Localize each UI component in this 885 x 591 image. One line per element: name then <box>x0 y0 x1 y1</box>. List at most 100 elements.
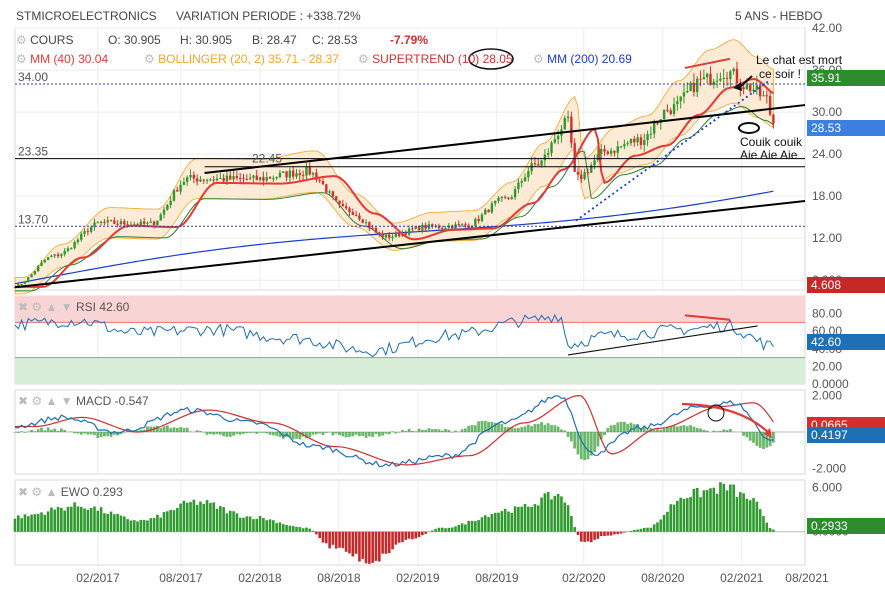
macd-histogram-bar <box>675 426 679 432</box>
macd-histogram-bar <box>487 421 490 432</box>
up-arrow-icon[interactable]: ▲ <box>45 485 58 499</box>
macd-histogram-bar <box>374 432 378 435</box>
candle-body <box>603 148 606 152</box>
macd-histogram-bar <box>480 420 484 432</box>
rsi-label: RSI 42.60 <box>75 300 130 314</box>
candle-body <box>450 225 454 229</box>
macd-histogram-bar <box>719 431 722 432</box>
candle-body <box>56 254 60 257</box>
candle-body <box>666 110 669 112</box>
candle-body <box>417 226 421 231</box>
macd-histogram-bar <box>268 432 272 435</box>
ewo-histogram-bar <box>36 513 40 532</box>
ewo-histogram-bar <box>464 524 467 532</box>
eye-icon[interactable]: ⚙ <box>16 33 27 47</box>
up-arrow-icon[interactable]: ▲ <box>45 300 58 314</box>
legend-macd[interactable]: ✖ ⚙ ▲ ▼ MACD -0.547 <box>18 394 149 408</box>
ewo-histogram-bar <box>248 516 252 532</box>
macd-histogram-bar <box>23 432 27 433</box>
ewo-histogram-bar <box>752 498 755 532</box>
ewo-histogram-bar <box>334 531 338 549</box>
legend-mm200[interactable]: ⚙ MM (200) 20.69 <box>533 52 632 66</box>
candle-body <box>278 172 282 178</box>
gear-icon[interactable]: ⚙ <box>31 394 43 408</box>
gear-icon[interactable]: ⚙ <box>16 52 27 66</box>
down-arrow-icon[interactable]: ▼ <box>60 300 73 314</box>
legend-mm40[interactable]: ⚙ MM (40) 30.04 <box>16 52 108 66</box>
gear-icon[interactable]: ⚙ <box>144 52 155 66</box>
macd-histogram-bar <box>76 432 80 434</box>
macd-histogram-bar <box>715 431 719 432</box>
macd-histogram-bar <box>205 432 209 435</box>
candle-body <box>30 274 33 278</box>
legend-supertrend[interactable]: ⚙ SUPERTREND (10) 28.05 <box>358 52 513 66</box>
macd-histogram-bar <box>530 426 534 432</box>
close-icon[interactable]: ✖ <box>18 485 29 499</box>
ewo-histogram-bar <box>666 511 669 532</box>
ewo-histogram-bar <box>480 517 484 532</box>
candle-body <box>669 110 672 115</box>
candle-body <box>652 122 656 134</box>
candle-body <box>239 178 242 180</box>
period-selector[interactable]: 5 ANS - HEBDO <box>735 9 823 23</box>
candle-body <box>374 228 378 233</box>
candle-body <box>500 196 504 198</box>
gear-icon[interactable]: ⚙ <box>358 52 369 66</box>
candle-body <box>215 178 219 181</box>
macd-histogram-bar <box>550 425 553 432</box>
ewo-histogram-bar <box>278 522 282 532</box>
ewo-histogram-bar <box>414 531 418 539</box>
legend-cours[interactable]: ⚙ COURS <box>16 33 73 47</box>
ewo-histogram-bar <box>321 531 325 543</box>
gear-icon[interactable]: ⚙ <box>31 485 43 499</box>
ewo-histogram-bar <box>669 504 673 532</box>
ewo-histogram-bar <box>646 527 649 532</box>
ewo-histogram-bar <box>768 528 772 532</box>
candle-body <box>520 181 523 183</box>
candle-body <box>484 209 487 215</box>
ewo-histogram-bar <box>503 508 507 532</box>
ewo-histogram-bar <box>136 521 139 532</box>
macd-histogram-bar <box>265 432 269 434</box>
macd-histogram-bar <box>520 427 524 432</box>
legend-ewo[interactable]: ✖ ⚙ ▲ EWO 0.293 <box>18 485 123 499</box>
ewo-histogram-bar <box>560 496 563 532</box>
gear-icon[interactable]: ⚙ <box>533 52 544 66</box>
candle-body <box>699 78 702 80</box>
macd-histogram-bar <box>444 429 447 432</box>
ewo-histogram-bar <box>308 528 312 532</box>
candle-body <box>123 221 126 225</box>
candle-body <box>142 221 146 224</box>
close-icon[interactable]: ✖ <box>18 394 29 408</box>
macd-histogram-bar <box>758 432 762 448</box>
up-arrow-icon[interactable]: ▲ <box>45 394 58 408</box>
macd-histogram-bar <box>139 429 143 432</box>
candle-body <box>609 150 613 154</box>
cours-label: COURS <box>30 33 74 47</box>
candle-body <box>189 174 192 178</box>
macd-histogram-bar <box>43 430 47 432</box>
macd-histogram-bar <box>603 432 606 436</box>
x-tick-label: 08/2018 <box>317 571 361 585</box>
candle-body <box>397 233 401 237</box>
ewo-histogram-bar <box>328 531 331 549</box>
ewo-histogram-bar <box>354 531 358 554</box>
gear-icon[interactable]: ⚙ <box>31 300 43 314</box>
macd-histogram-bar <box>589 432 593 456</box>
macd-histogram-bar <box>404 431 408 432</box>
candle-body <box>388 234 391 238</box>
legend-rsi[interactable]: ✖ ⚙ ▲ ▼ RSI 42.60 <box>18 300 129 314</box>
macd-histogram-bar <box>162 426 166 432</box>
macd-histogram-bar <box>275 432 279 436</box>
close-icon[interactable]: ✖ <box>18 300 29 314</box>
legend-bollinger[interactable]: ⚙ BOLLINGER (20, 2) 35.71 - 28.37 <box>144 52 339 66</box>
macd-histogram-bar <box>298 432 302 440</box>
candle-body <box>321 180 325 185</box>
down-arrow-icon[interactable]: ▼ <box>60 394 73 408</box>
candle-body <box>27 277 30 282</box>
macd-histogram-bar <box>235 432 239 434</box>
ewo-histogram-bar <box>215 508 219 532</box>
macd-histogram-bar <box>526 424 530 432</box>
candle-body <box>394 233 398 237</box>
